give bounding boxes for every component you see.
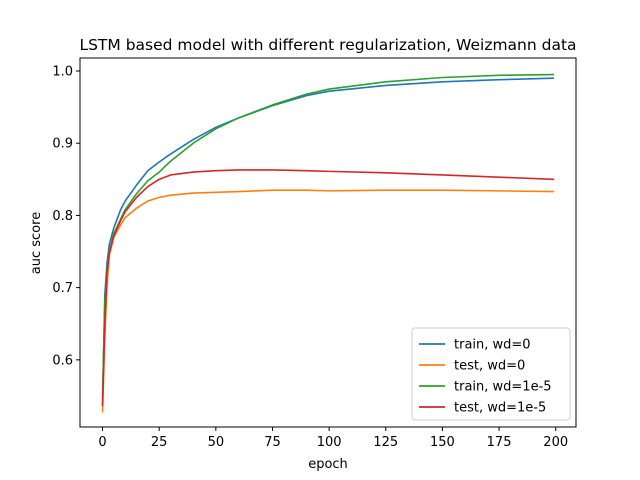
x-axis-label: epoch xyxy=(308,457,348,472)
x-tick-label: 25 xyxy=(151,435,168,450)
x-tick-label: 100 xyxy=(317,435,342,450)
series-line-0 xyxy=(101,77,555,406)
x-tick-label: 50 xyxy=(208,435,225,450)
plot-frame xyxy=(79,57,577,428)
x-tick-label: 175 xyxy=(487,435,512,450)
x-tick-label: 0 xyxy=(98,435,106,450)
y-axis-label: auc score xyxy=(29,212,44,274)
legend-label: test, wd=1e-5 xyxy=(454,401,546,416)
legend-label: train, wd=0 xyxy=(454,338,531,353)
series-line-3 xyxy=(101,169,555,407)
legend-label: test, wd=0 xyxy=(454,359,525,374)
x-tick-label: 150 xyxy=(430,435,455,450)
ticks-layer: 0 25 50 75 100 125 150 175 200 0.6 0.7 0.8 0.9 1.0 xyxy=(52,64,568,450)
legend-box xyxy=(411,327,571,421)
legend: train, wd=0 test, wd=0 train, wd=1e-5 test,… xyxy=(411,327,571,421)
legend-label: train, wd=1e-5 xyxy=(454,380,552,395)
y-tick-label: 0.9 xyxy=(52,137,73,152)
y-tick-label: 0.6 xyxy=(52,353,73,368)
y-tick-label: 1.0 xyxy=(52,64,73,79)
chart-title: LSTM based model with different regulari… xyxy=(79,36,576,54)
x-tick-label: 125 xyxy=(373,435,398,450)
x-tick-label: 200 xyxy=(543,435,568,450)
y-tick-label: 0.7 xyxy=(52,281,73,296)
x-tick-label: 75 xyxy=(264,435,281,450)
series-layer xyxy=(101,73,555,413)
y-tick-label: 0.8 xyxy=(52,209,73,224)
